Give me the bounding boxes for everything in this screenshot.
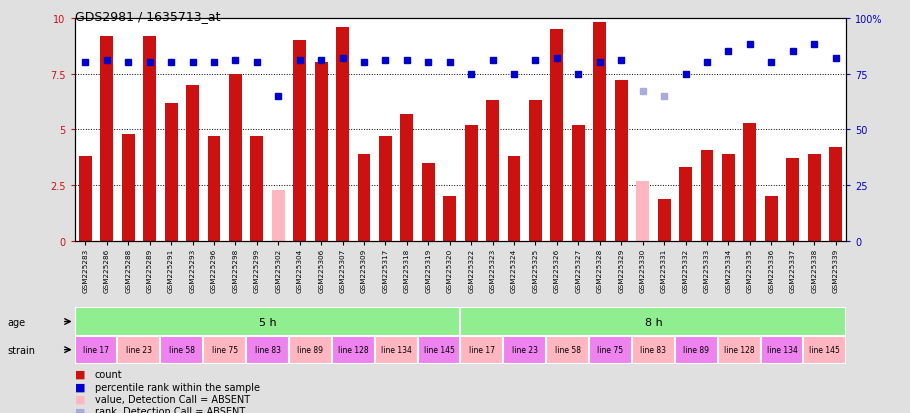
Text: line 134: line 134 [766, 345, 797, 354]
Bar [143, 36, 157, 242]
Bar [764, 197, 778, 242]
Bar [636, 181, 649, 242]
Bar [246, 336, 289, 364]
Bar [375, 336, 418, 364]
Bar [418, 336, 460, 364]
Bar [808, 154, 821, 242]
Bar [460, 336, 503, 364]
Bar [675, 336, 718, 364]
Bar [203, 336, 246, 364]
Bar [804, 336, 846, 364]
Text: ■: ■ [75, 382, 86, 392]
Bar [546, 336, 589, 364]
Bar [658, 199, 671, 242]
Text: ■: ■ [75, 369, 86, 379]
Bar [589, 336, 632, 364]
Bar [508, 157, 521, 242]
Bar [289, 336, 332, 364]
Bar [701, 150, 713, 242]
Bar [293, 41, 306, 242]
Text: line 89: line 89 [298, 345, 323, 354]
Bar [250, 137, 263, 242]
Bar [400, 114, 413, 242]
Text: ■: ■ [75, 406, 86, 413]
Bar [761, 336, 804, 364]
Bar [786, 159, 799, 242]
Text: line 58: line 58 [168, 345, 195, 354]
Text: strain: strain [7, 345, 35, 355]
Bar [229, 74, 242, 242]
Text: line 75: line 75 [212, 345, 238, 354]
Text: 8 h: 8 h [644, 317, 662, 327]
Bar [503, 336, 546, 364]
Bar [79, 157, 92, 242]
Bar [465, 126, 478, 242]
Bar [679, 168, 692, 242]
Bar [332, 336, 375, 364]
Bar [315, 63, 328, 242]
Bar [186, 85, 199, 242]
Bar [336, 28, 349, 242]
Text: line 145: line 145 [423, 345, 454, 354]
Text: 5 h: 5 h [258, 317, 277, 327]
Text: line 23: line 23 [126, 345, 152, 354]
Bar [593, 23, 606, 242]
Bar [272, 190, 285, 242]
Bar [529, 101, 542, 242]
Bar [165, 103, 177, 242]
Text: percentile rank within the sample: percentile rank within the sample [95, 382, 259, 392]
Text: line 134: line 134 [380, 345, 411, 354]
Text: line 17: line 17 [469, 345, 495, 354]
Text: value, Detection Call = ABSENT: value, Detection Call = ABSENT [95, 394, 249, 404]
Bar [117, 336, 160, 364]
Text: line 89: line 89 [683, 345, 709, 354]
Text: line 58: line 58 [554, 345, 581, 354]
Bar [486, 101, 499, 242]
Bar [743, 123, 756, 242]
Text: line 128: line 128 [338, 345, 369, 354]
Bar [75, 308, 460, 336]
Bar [443, 197, 456, 242]
Bar [207, 137, 220, 242]
Text: line 23: line 23 [511, 345, 538, 354]
Bar [829, 148, 842, 242]
Bar [122, 135, 135, 242]
Bar [722, 154, 735, 242]
Bar [571, 126, 585, 242]
Bar [632, 336, 675, 364]
Bar [160, 336, 203, 364]
Bar [615, 81, 628, 242]
Text: rank, Detection Call = ABSENT: rank, Detection Call = ABSENT [95, 406, 245, 413]
Bar [460, 308, 846, 336]
Text: line 75: line 75 [598, 345, 623, 354]
Text: count: count [95, 369, 122, 379]
Bar [379, 137, 392, 242]
Text: line 17: line 17 [83, 345, 109, 354]
Bar [358, 154, 370, 242]
Text: age: age [7, 317, 25, 327]
Text: line 128: line 128 [723, 345, 754, 354]
Text: line 83: line 83 [641, 345, 666, 354]
Text: line 83: line 83 [255, 345, 280, 354]
Bar [551, 30, 563, 242]
Bar [718, 336, 761, 364]
Bar [100, 36, 113, 242]
Text: ■: ■ [75, 394, 86, 404]
Text: GDS2981 / 1635713_at: GDS2981 / 1635713_at [75, 10, 220, 23]
Bar [75, 336, 117, 364]
Bar [422, 164, 435, 242]
Text: line 145: line 145 [809, 345, 840, 354]
